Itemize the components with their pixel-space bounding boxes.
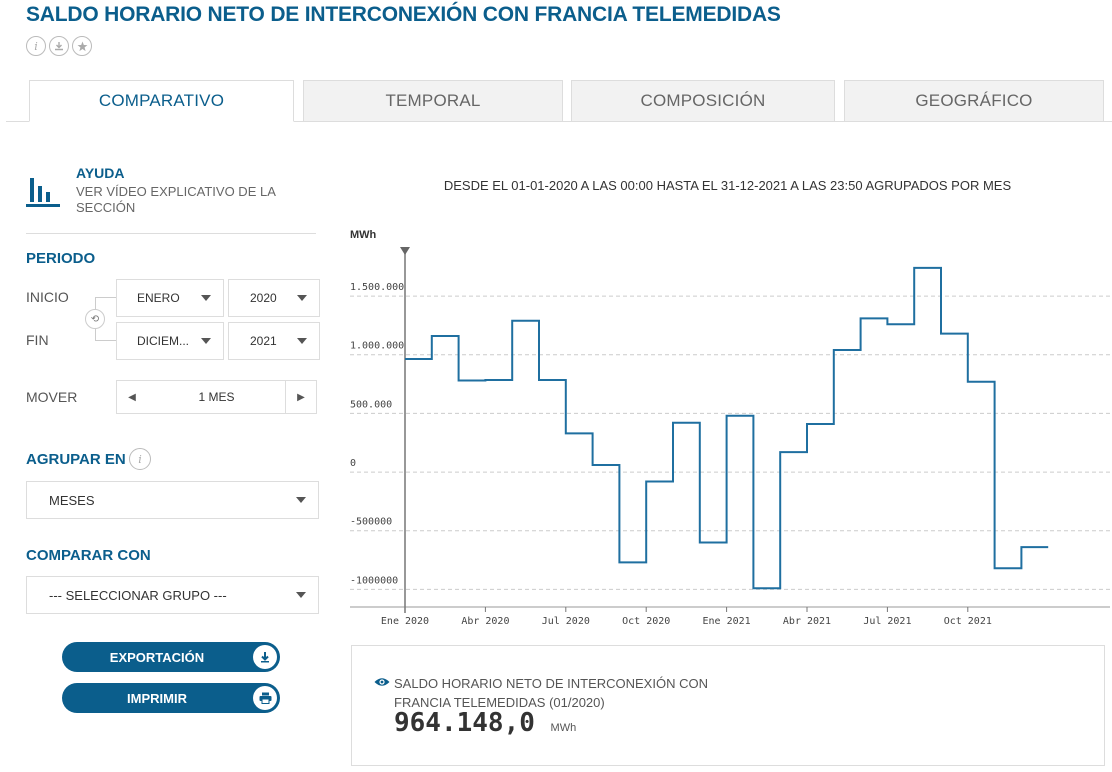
inicio-month-value: ENERO: [137, 291, 180, 305]
info-unit: MWh: [550, 722, 577, 734]
chart-subtitle: DESDE EL 01-01-2020 A LAS 00:00 HASTA EL…: [443, 178, 1012, 193]
fin-label: FIN: [26, 332, 49, 348]
x-tick-label: Oct 2020: [622, 616, 670, 627]
inicio-year-select[interactable]: 2020: [228, 279, 320, 317]
tab-geografico[interactable]: GEOGRÁFICO: [844, 80, 1104, 122]
help-video-link[interactable]: VER VÍDEO EXPLICATIVO DE LA SECCIÓN: [76, 184, 276, 215]
data-point: [952, 332, 956, 336]
y-tick-label: -500000: [350, 517, 392, 528]
x-tick-label: Abr 2021: [783, 616, 831, 627]
inicio-label: INICIO: [26, 289, 69, 305]
y-tick-label: 0: [350, 458, 356, 469]
help-title[interactable]: AYUDA: [76, 165, 125, 181]
download-icon[interactable]: [49, 36, 69, 56]
data-point: [926, 266, 930, 270]
fin-month-select[interactable]: DICIEM...: [116, 322, 224, 360]
x-tick-label: Jul 2020: [542, 616, 590, 627]
bar-chart-icon[interactable]: [26, 172, 60, 208]
title-icons: i: [26, 36, 92, 56]
fin-month-value: DICIEM...: [137, 334, 190, 348]
periodo-label: PERIODO: [26, 250, 96, 267]
print-button-label: IMPRIMIR: [127, 690, 187, 706]
x-tick-label: Jul 2021: [863, 616, 911, 627]
tab-composicion[interactable]: COMPOSICIÓN: [571, 80, 835, 122]
data-point: [818, 422, 822, 426]
tab-comparativo[interactable]: COMPARATIVO: [29, 80, 294, 122]
fin-year-value: 2021: [250, 334, 277, 348]
data-point: [845, 348, 849, 352]
chevron-down-icon: [201, 295, 211, 301]
star-icon[interactable]: [72, 36, 92, 56]
value-info-box: SALDO HORARIO NETO DE INTERCONEXIÓN CON …: [351, 645, 1105, 766]
chevron-down-icon: [296, 497, 306, 503]
chevron-left-icon: ◀: [128, 391, 136, 403]
move-forward-button[interactable]: ▶: [285, 380, 317, 414]
info-value: 964.148,0: [394, 708, 535, 738]
comparar-select[interactable]: --- SELECCIONAR GRUPO ---: [26, 576, 319, 614]
chart: MWh 1.500.000 1.000.000 500.000 0 -500000 -100…: [350, 229, 1110, 627]
x-tick-label: Ene 2021: [703, 616, 751, 627]
chevron-right-icon: ▶: [297, 391, 305, 403]
data-point: [631, 560, 635, 564]
inicio-year-value: 2020: [250, 291, 277, 305]
y-tick-label: 500.000: [350, 399, 392, 410]
x-tick-label: Abr 2020: [461, 616, 509, 627]
download-icon: [253, 645, 277, 669]
y-tick-label: 1.500.000: [350, 282, 404, 293]
data-point: [1006, 566, 1010, 570]
data-point: [979, 380, 983, 384]
printer-icon: [253, 686, 277, 710]
chevron-down-icon: [297, 338, 307, 344]
data-point: [497, 378, 501, 382]
mover-label: MOVER: [26, 389, 78, 405]
y-tick-label: 1.000.000: [350, 341, 404, 352]
page-title: SALDO HORARIO NETO DE INTERCONEXIÓN CON …: [26, 3, 781, 26]
data-point: [765, 586, 769, 590]
export-button[interactable]: EXPORTACIÓN: [62, 642, 280, 672]
print-button[interactable]: IMPRIMIR: [62, 683, 280, 713]
move-back-button[interactable]: ◀: [116, 380, 148, 414]
data-point: [604, 463, 608, 467]
tab-temporal[interactable]: TEMPORAL: [303, 80, 563, 122]
mover-value: 1 MES: [147, 380, 286, 414]
agrupar-value: MESES: [49, 492, 95, 508]
data-point: [792, 450, 796, 454]
series-line: [405, 266, 1049, 590]
comparar-value: --- SELECCIONAR GRUPO ---: [49, 587, 227, 603]
data-point: [684, 421, 688, 425]
export-button-label: EXPORTACIÓN: [109, 649, 205, 665]
data-point: [872, 316, 876, 320]
x-tick-label: Ene 2020: [381, 616, 429, 627]
data-point: [899, 322, 903, 326]
y-axis-label: MWh: [350, 229, 377, 241]
data-point: [711, 540, 715, 544]
chevron-down-icon: [297, 295, 307, 301]
chevron-down-icon: [296, 592, 306, 598]
data-point: [577, 431, 581, 435]
y-tick-label: -1000000: [350, 575, 398, 586]
info-icon[interactable]: i: [129, 448, 151, 470]
x-tick-label: Oct 2021: [944, 616, 992, 627]
agrupar-select[interactable]: MESES: [26, 481, 319, 519]
data-point: [416, 357, 420, 361]
info-value-wrap: 964.148,0 MWh: [394, 708, 576, 738]
data-point: [443, 334, 447, 338]
agrupar-label: AGRUPAR EN: [26, 451, 126, 468]
y-axis-arrow: [400, 247, 410, 255]
data-point: [738, 414, 742, 418]
divider: [26, 233, 316, 234]
eye-icon: [374, 678, 390, 686]
comparar-label: COMPARAR CON: [26, 547, 151, 564]
data-point: [550, 378, 554, 382]
fin-year-select[interactable]: 2021: [228, 322, 320, 360]
inicio-month-select[interactable]: ENERO: [116, 279, 224, 317]
info-label: SALDO HORARIO NETO DE INTERCONEXIÓN CON …: [394, 676, 708, 710]
data-point: [524, 319, 528, 323]
chevron-down-icon: [201, 338, 211, 344]
swap-dates-icon[interactable]: ⟲: [85, 309, 105, 329]
data-point: [658, 479, 662, 483]
data-point: [470, 379, 474, 383]
info-icon[interactable]: i: [26, 36, 46, 56]
data-point: [1033, 545, 1037, 549]
